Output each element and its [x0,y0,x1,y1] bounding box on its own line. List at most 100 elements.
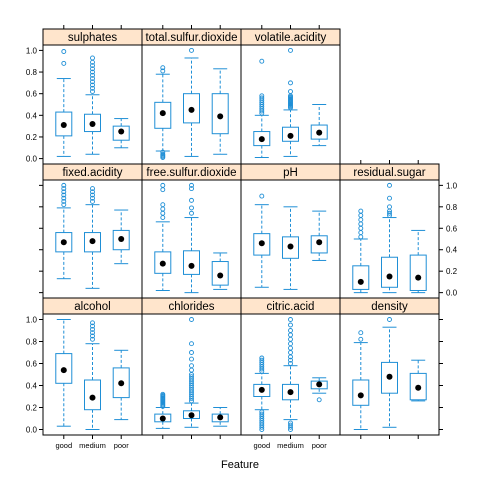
outlier-point [90,72,95,78]
outlier-point [61,192,67,198]
outlier-point [90,323,95,329]
x-tick-label: medium [79,441,106,450]
y-tick-label: 0.6 [446,224,458,233]
outlier-point [90,195,95,201]
outlier-point [259,355,265,361]
outlier-point [160,149,166,155]
mean-point [89,120,96,127]
box-medium [183,182,200,294]
outlier-point [90,66,95,72]
strip-label: chlorides [168,301,214,313]
mean-point [415,274,422,281]
outlier-point [90,63,95,69]
outlier-point [90,55,95,61]
outlier-point [358,230,364,236]
outlier-point [189,363,194,369]
mean-point [118,128,125,135]
x-tick-label: good [55,441,72,450]
box-good [253,193,271,288]
mean-point [159,110,166,117]
outlier-point [288,322,293,328]
mean-point [316,239,323,246]
mean-point [217,272,224,279]
strip-label: citric.acid [267,301,315,313]
box-medium [183,317,200,428]
outlier-point [288,422,293,428]
outlier-point [259,93,265,99]
outlier-point [61,182,67,188]
outlier-point [61,195,67,201]
box-medium [183,47,200,157]
box-good [253,355,271,432]
strip-label: free.sulfur.dioxide [146,167,236,179]
mean-point [60,367,67,374]
mean-point [357,278,364,285]
outlier-point [387,317,392,322]
outlier-point [387,182,392,188]
outlier-point [61,189,67,195]
outlier-point [288,341,293,347]
panel-total-sulfur-dioxide: total.sulfur.dioxide [141,28,242,165]
box-poor [211,407,229,427]
outlier-point [61,49,67,54]
box-poor [310,104,328,147]
outlier-point [288,361,293,366]
outlier-point [189,317,194,322]
outlier-point [358,234,364,240]
top-axis-ticks [63,25,419,164]
outlier-point [90,199,95,204]
box-good [154,65,172,160]
outlier-point [189,182,194,188]
mean-point [89,394,96,401]
mean-point [386,373,393,380]
y-tick-label: 0.0 [26,426,38,435]
panel-chlorides: chlorides [141,297,242,436]
outlier-point [160,210,166,216]
outlier-point [61,186,67,192]
panel-fixed-acidity: fixed.acidity [42,163,143,299]
outlier-point [189,367,194,373]
outlier-point [61,199,67,204]
outlier-point [358,336,364,342]
panel-pH: pH [240,163,341,299]
box-good [352,330,370,430]
mean-point [118,380,125,387]
box-poor [409,359,427,402]
box-good [352,208,370,294]
outlier-point [259,58,265,64]
outlier-point [90,189,95,195]
outlier-point [358,217,364,223]
outlier-point [160,187,166,193]
mean-point [188,262,195,269]
mean-point [287,243,294,250]
outlier-point [288,350,293,355]
outlier-point [358,221,364,227]
outlier-point [189,197,194,203]
box-good [55,319,73,427]
iqr-box [183,250,200,275]
outlier-point [90,186,95,192]
box-good [154,391,172,429]
mean-point [188,106,195,113]
bottom-x-axis: good medium poor good medium poor [55,435,419,450]
panel-volatile-acidity: volatile.acidity [240,28,341,165]
mean-point [159,260,166,267]
y-tick-label: 0.8 [26,68,38,77]
y-tick-label: 0.4 [26,111,38,120]
outlier-point [259,193,265,199]
y-tick-label: 0.4 [446,246,458,255]
y-tick-label: 0.0 [446,289,458,298]
x-tick-label: good [253,441,270,450]
mean-point [287,132,294,139]
iqr-box [409,254,427,291]
box-medium [282,206,299,290]
outlier-point [358,330,364,336]
strip-label: volatile.acidity [255,32,327,44]
box-poor [112,118,130,149]
outlier-point [160,391,166,397]
box-poor [112,209,130,265]
panel-density: density [339,297,440,436]
iqr-box [352,265,370,290]
mean-point [357,392,364,399]
outlier-point [387,210,392,216]
